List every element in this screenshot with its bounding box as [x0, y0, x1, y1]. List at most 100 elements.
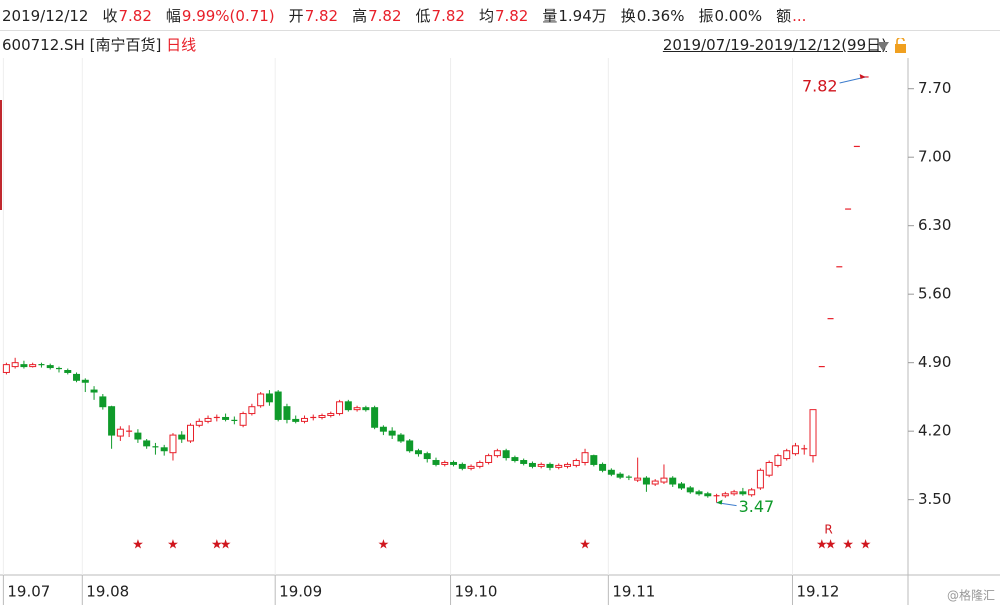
signal-star: ★: [167, 538, 179, 553]
x-tick-label: 19.10: [455, 583, 498, 601]
quote-value: 7.82: [368, 7, 402, 25]
quote-item: 换0.36%: [621, 4, 685, 28]
candle-body: [300, 417, 308, 422]
candle-body: [222, 416, 230, 420]
candle-body: [511, 457, 519, 462]
y-tick-label: 3.50: [918, 490, 951, 508]
candle-body: [283, 406, 291, 420]
quote-item: 幅9.99%(0.71): [166, 4, 275, 28]
symbol-bar: 600712.SH [南宁百货] 日线 2019/07/19-2019/12/1…: [2, 33, 907, 57]
signal-star: ★: [378, 538, 390, 553]
signal-star: ★: [825, 538, 837, 553]
candle-body: [99, 396, 107, 408]
quote-value: 0.00%: [714, 7, 763, 25]
candle-body: [677, 483, 685, 489]
candle-body: [537, 463, 545, 467]
x-tick-label: 19.11: [612, 583, 655, 601]
candle-body: [116, 428, 124, 437]
quote-item: 低7.82: [416, 4, 465, 28]
candle-body: [362, 407, 370, 411]
signal-tag: R: [824, 523, 832, 537]
quote-label: 低: [415, 7, 431, 25]
candle-body: [108, 406, 116, 436]
candle-body: [11, 362, 19, 368]
candle-body: [748, 489, 756, 496]
date-range[interactable]: 2019/07/19-2019/12/12(99日): [662, 36, 887, 54]
icons: [877, 36, 906, 53]
candle-body: [502, 450, 510, 459]
candle-body: [292, 418, 300, 422]
y-tick-label: 6.30: [918, 216, 951, 234]
x-tick-label: 19.12: [796, 583, 839, 601]
quote-label: 量: [542, 7, 558, 25]
candle-body: [739, 491, 747, 495]
lock-body: [895, 44, 906, 53]
candle-body: [195, 420, 203, 426]
quote-value: ...: [792, 7, 807, 25]
signal-star: ★: [132, 538, 144, 553]
max-arrow-head: [859, 73, 866, 79]
x-tick-label: 19.08: [86, 583, 129, 601]
quote-label: 幅: [165, 7, 181, 25]
signal-star: ★: [842, 538, 854, 553]
quote-bar: 2019/12/12 收7.82 幅9.99%(0.71) 开7.82 高7.82 低7.…: [2, 4, 806, 28]
symbol: 600712.SH [南宁百货]: [2, 36, 162, 54]
range-controls[interactable]: [875, 36, 909, 61]
y-tick-label: 7.70: [918, 79, 951, 97]
candle-body: [178, 434, 186, 440]
candle-body: [441, 461, 449, 465]
signal-star: ★: [860, 538, 872, 553]
candle-body: [257, 393, 265, 407]
quote-value: 7.82: [431, 7, 465, 25]
candle-body: [432, 460, 440, 465]
candle-body: [327, 413, 335, 417]
candle-body: [485, 455, 493, 463]
y-tick-label: 4.20: [918, 422, 951, 440]
candle-body: [29, 364, 37, 368]
signal-star: ★: [211, 538, 223, 553]
candle-body: [651, 480, 659, 485]
quote-item: 2019/12/12: [2, 4, 88, 28]
candle-body: [371, 407, 379, 428]
lock-shackle: [896, 36, 905, 44]
quote-label: 振: [698, 7, 714, 25]
candle-body: [493, 450, 501, 457]
candle-body: [169, 434, 177, 454]
candle-body: [528, 462, 536, 467]
candle-body: [388, 430, 396, 436]
candle-body: [581, 452, 589, 463]
quote-label: 2019/12/12: [2, 7, 89, 25]
candle-body: [344, 401, 352, 411]
candle-body: [783, 450, 791, 460]
candle-body: [414, 450, 422, 455]
candle-body: [660, 477, 668, 483]
candle-body: [239, 413, 247, 426]
candle-body: [756, 469, 764, 489]
candle-body: [564, 463, 572, 467]
y-tick-label: 4.90: [918, 353, 951, 371]
candle-body: [397, 434, 405, 442]
candle-body: [546, 463, 554, 468]
candle-body: [90, 389, 98, 393]
quote-label: 收: [102, 7, 118, 25]
candle-body: [765, 461, 773, 476]
signal-star: ★: [220, 538, 232, 553]
candle-body: [318, 415, 326, 418]
y-tick-label: 5.60: [918, 285, 951, 303]
candle-body: [450, 461, 458, 465]
quote-item: 额...: [776, 4, 806, 28]
candle-body: [686, 487, 694, 493]
candle-body: [81, 379, 89, 383]
candle-body: [607, 469, 615, 475]
dropdown-arrow: [877, 42, 889, 51]
candle-body: [555, 464, 563, 468]
min-arrow-head: [716, 499, 723, 505]
quote-item: 量1.94万: [542, 4, 606, 28]
candle-body: [721, 493, 729, 497]
candle-body: [134, 432, 142, 440]
quote-value: 1.94万: [558, 7, 607, 25]
candle-body: [423, 453, 431, 460]
candle-body: [204, 417, 212, 422]
quote-value: 7.82: [118, 7, 152, 25]
